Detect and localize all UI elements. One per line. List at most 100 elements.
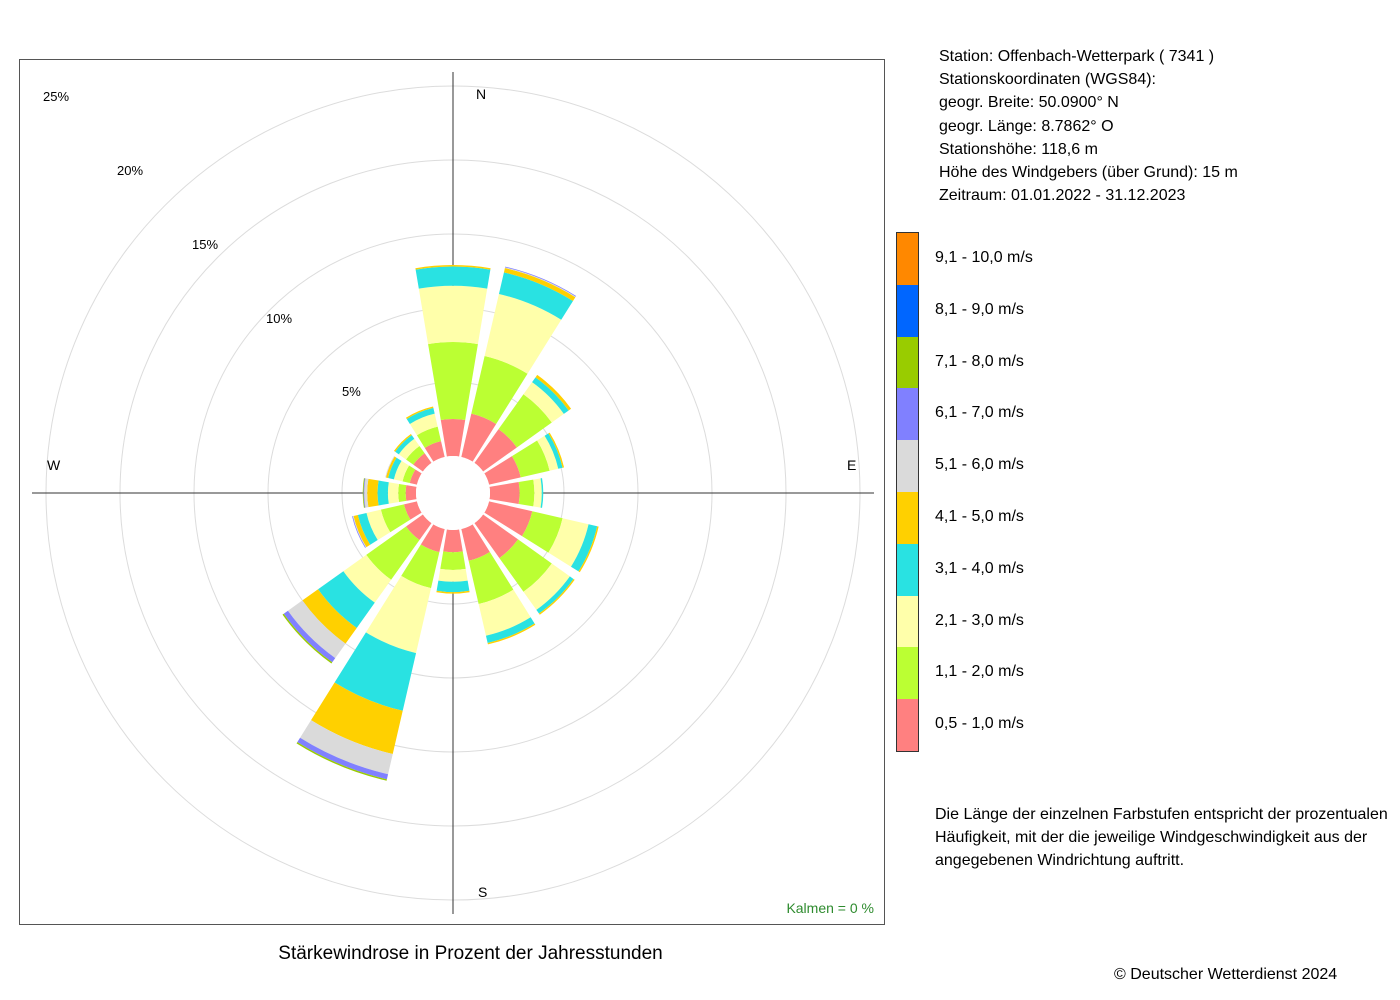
- wedge-s-class-3: [438, 568, 468, 582]
- legend-label-class-8: 7,1 - 8,0 m/s: [935, 352, 1024, 370]
- wedge-s-class-5: [436, 590, 470, 594]
- wedge-s-class-2: [440, 551, 466, 570]
- station-name: Station: Offenbach-Wetterpark ( 7341 ): [939, 48, 1215, 65]
- wedge-w-class-5: [367, 478, 379, 508]
- wedge-wnw-class-2: [402, 465, 416, 484]
- station-elevation: Stationshöhe: 118,6 m: [939, 140, 1098, 158]
- sensor-height: Höhe des Windgebers (über Grund): 15 m: [939, 164, 1238, 182]
- legend-label-class-5: 4,1 - 5,0 m/s: [935, 507, 1024, 525]
- wedge-nne-class-3: [484, 293, 562, 374]
- ring-label-20: 20%: [117, 163, 144, 178]
- wedge-ene-class-3: [537, 435, 559, 471]
- wedge-ssw-class-4: [334, 632, 417, 711]
- wedge-w-class-4: [377, 480, 389, 506]
- wedge-sse-class-1: [461, 524, 490, 561]
- wedge-n-class-1: [440, 419, 466, 457]
- station-latitude: geogr. Breite: 50.0900° N: [939, 94, 1119, 112]
- compass-east-label: E: [847, 457, 857, 473]
- wedge-sw-class-5: [302, 589, 357, 644]
- wedge-wnw-class-3: [393, 460, 410, 482]
- copyright: © Deutscher Wetterdienst 2024: [1114, 966, 1338, 983]
- wedge-sw-class-2: [366, 526, 420, 580]
- wedge-wsw-class-1: [403, 501, 422, 520]
- legend-label-class-1: 0,5 - 1,0 m/s: [935, 715, 1024, 733]
- legend-swatch-class-8: [897, 336, 918, 389]
- legend-swatch-class-5: [897, 492, 918, 544]
- wedge-ne-class-5: [535, 374, 572, 411]
- wedge-nne-class-1: [461, 413, 497, 462]
- ring-label-15: 15%: [192, 237, 219, 252]
- wedge-ssw-class-6: [300, 720, 393, 775]
- wedge-nnw-class-4: [406, 407, 435, 424]
- wedge-nw-class-4: [395, 435, 415, 455]
- wedge-w-class-6: [364, 478, 369, 508]
- legend-swatch-class-7: [897, 388, 918, 441]
- wedge-ene-class-1: [484, 456, 521, 485]
- legend-label-class-10: 9,1 - 10,0 m/s: [935, 248, 1033, 266]
- wedge-wsw-class-2: [380, 504, 411, 533]
- wedge-sw-class-3: [343, 554, 392, 603]
- wedge-nw-class-5: [393, 433, 412, 452]
- legend-label-class-6: 5,1 - 6,0 m/s: [935, 456, 1024, 474]
- wedge-nnw-class-2: [416, 426, 442, 448]
- legend-label-class-9: 8,1 - 9,0 m/s: [935, 300, 1024, 318]
- wedge-ene-class-2: [511, 440, 550, 478]
- legend-swatch-class-3: [897, 595, 918, 648]
- legend-swatch-class-9: [897, 284, 918, 337]
- wedge-sw-class-4: [318, 571, 375, 628]
- calm-label: Kalmen = 0 %: [786, 900, 874, 916]
- ring-label-5: 5%: [342, 384, 361, 399]
- wedge-se-class-2: [499, 539, 552, 592]
- wedge-ese-class-4: [570, 524, 598, 572]
- time-period: Zeitraum: 01.01.2022 - 31.12.2023: [939, 187, 1186, 205]
- wedge-e-class-3: [533, 478, 542, 508]
- wedge-e-class-2: [518, 479, 535, 507]
- chart-title: Stärkewindrose in Prozent der Jahresstun…: [278, 943, 663, 964]
- ring-label-25: 25%: [43, 89, 70, 104]
- wedge-sw-class-1: [406, 514, 432, 540]
- wedge-e-class-4: [540, 478, 544, 508]
- wedge-nw-class-3: [398, 438, 420, 460]
- legend-swatch-class-2: [897, 647, 918, 700]
- wedge-w-class-3: [387, 482, 399, 504]
- wedge-ne-class-2: [498, 394, 552, 448]
- wedge-ne-class-3: [523, 382, 564, 423]
- explanation-note: Die Länge der einzelnen Farbstufen entsp…: [935, 806, 1388, 869]
- wedge-ne-class-1: [474, 429, 517, 472]
- wedge-n-class-4: [415, 266, 491, 289]
- wedge-wnw-class-5: [385, 456, 397, 479]
- wedge-s-class-4: [436, 580, 470, 593]
- wedge-ne-class-4: [532, 377, 569, 414]
- legend-swatch-class-10: [897, 233, 918, 285]
- windrose-plot-area: N E S W 5% 10% 15% 20% 25% Kalmen = 0 %: [19, 59, 885, 925]
- wedge-sse-class-3: [478, 589, 531, 636]
- wedge-se-class-5: [538, 578, 575, 615]
- wedge-sse-class-4: [485, 617, 535, 643]
- wedge-sse-class-2: [468, 551, 514, 605]
- wedge-ssw-class-7: [297, 737, 389, 780]
- wedge-se-class-1: [474, 514, 519, 559]
- wedge-sw-class-6: [287, 600, 346, 659]
- legend-swatch-class-4: [897, 543, 918, 596]
- wedge-wsw-class-4: [357, 512, 378, 545]
- wedge-w-class-2: [398, 483, 407, 503]
- wedge-wsw-class-3: [366, 509, 391, 541]
- wedge-ssw-class-5: [311, 682, 403, 755]
- wedge-n-class-2: [428, 342, 478, 421]
- station-info: Station: Offenbach-Wetterpark ( 7341 ) S…: [939, 45, 1238, 207]
- wedge-wsw-class-5: [353, 514, 371, 548]
- station-coordinates-heading: Stationskoordinaten (WGS84):: [939, 71, 1156, 89]
- wedge-wsw-class-6: [352, 515, 367, 548]
- wedge-nne-class-4: [498, 272, 573, 320]
- wedge-se-class-3: [523, 563, 570, 610]
- compass-south-label: S: [478, 884, 488, 900]
- compass-west-label: W: [47, 457, 61, 473]
- wedge-ese-class-5: [578, 526, 599, 573]
- wedge-se-class-4: [536, 576, 574, 614]
- wedge-nw-class-2: [406, 446, 425, 465]
- wedge-ene-class-4: [544, 433, 563, 469]
- wedge-nw-class-1: [413, 453, 432, 472]
- wedge-nnw-class-3: [409, 413, 438, 436]
- wedge-sse-class-5: [487, 623, 536, 645]
- ring-label-10: 10%: [266, 311, 293, 326]
